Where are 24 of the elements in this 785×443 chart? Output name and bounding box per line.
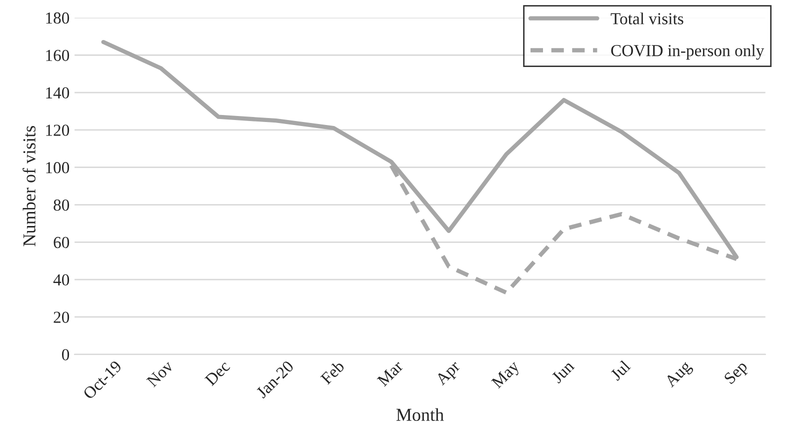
y-tick-label: 80 (54, 199, 70, 211)
y-tick-label: 140 (46, 87, 70, 98)
x-tick-label: Apr (434, 360, 464, 388)
y-tick-label: 20 (54, 312, 70, 323)
y-tick-label: 40 (53, 274, 70, 286)
y-tick-label: 100 (46, 162, 70, 174)
x-tick-label: Aug (664, 360, 694, 390)
y-tick-label: 160 (46, 50, 70, 62)
x-axis-title: Month (396, 408, 444, 421)
legend-label: COVID in-person only (611, 44, 764, 60)
x-tick-label: May (490, 360, 522, 392)
x-tick-label: Feb (320, 360, 345, 385)
y-tick-label: 60 (54, 236, 70, 248)
x-tick-label: Sep (724, 360, 750, 387)
y-tick-label: 0 (62, 349, 70, 360)
x-tick-label: Dec (204, 360, 231, 386)
x-tick-label: Nov (146, 360, 174, 388)
x-tick-label: Mar (376, 360, 404, 387)
legend-label: Total visits (610, 12, 684, 24)
x-tick-label: Jul (609, 360, 632, 382)
y-axis-title: Number of visits (22, 126, 36, 246)
x-tick-label: Jun (551, 360, 575, 384)
y-tick-label: 180 (46, 12, 70, 24)
y-tick-label: 120 (46, 124, 70, 136)
